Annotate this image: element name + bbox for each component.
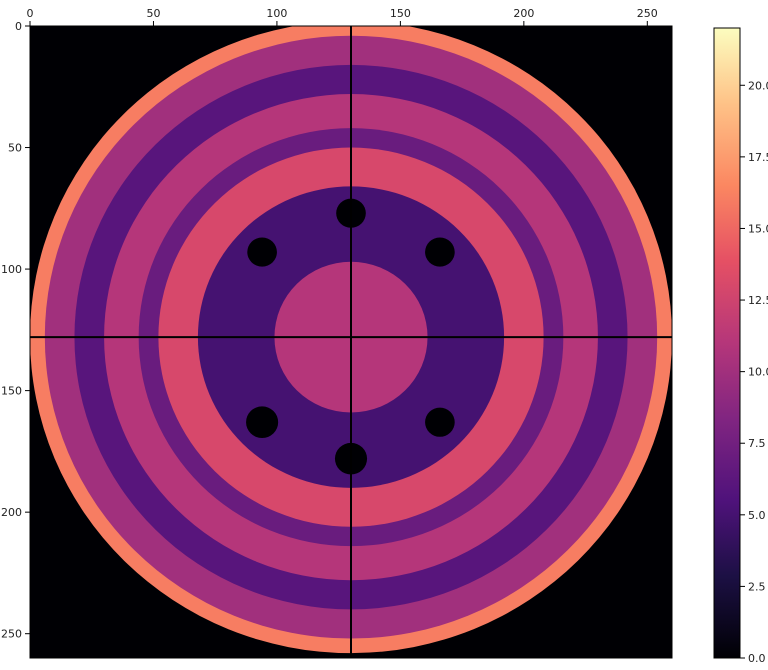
heatmap-hole [425,237,455,267]
colorbar-tick-label: 2.5 [748,580,766,593]
colorbar-tick-label: 7.5 [748,437,766,450]
x-tick-label: 150 [390,7,411,20]
heatmap-hole [246,406,279,439]
x-tick-label: 0 [27,7,34,20]
y-tick-label: 50 [8,142,22,155]
plot-area [29,25,673,659]
x-tick-label: 250 [637,7,658,20]
colorbar-gradient [714,28,740,658]
y-tick-label: 150 [1,385,22,398]
x-axis: 0 50 100 150 200 250 [27,7,658,26]
colorbar-frame [713,27,741,659]
colorbar-ticks: 0.0 2.5 5.0 7.5 10.0 12.5 15.0 17.5 20.0 [740,79,768,665]
colorbar-tick-label: 20.0 [748,79,768,92]
crosshair [30,26,672,658]
x-tick-label: 50 [146,7,160,20]
colorbar: 0.0 2.5 5.0 7.5 10.0 12.5 15.0 17.5 20.0 [713,27,768,665]
heatmap-hole [247,237,277,267]
plot-frame [29,25,673,659]
colorbar-tick-label: 0.0 [748,652,766,665]
y-axis: 0 50 100 150 200 250 [1,20,30,641]
x-tick-label: 200 [513,7,534,20]
heatmap-hole [425,407,455,437]
colorbar-tick-label: 10.0 [748,366,768,379]
colorbar-tick-label: 5.0 [748,509,766,522]
y-tick-label: 0 [15,20,22,33]
colorbar-tick-label: 15.0 [748,222,768,235]
colorbar-tick-label: 17.5 [748,151,768,164]
colorbar-tick-label: 12.5 [748,294,768,307]
y-tick-label: 200 [1,506,22,519]
x-tick-label: 100 [266,7,287,20]
y-tick-label: 100 [1,263,22,276]
y-tick-label: 250 [1,628,22,641]
